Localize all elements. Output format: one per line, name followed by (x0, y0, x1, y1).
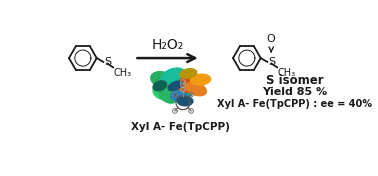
Ellipse shape (161, 68, 185, 84)
Ellipse shape (153, 78, 182, 100)
Ellipse shape (177, 75, 204, 92)
Text: Xyl A- Fe(TpCPP) : ee = 40%: Xyl A- Fe(TpCPP) : ee = 40% (217, 99, 372, 109)
Ellipse shape (191, 74, 211, 85)
Ellipse shape (174, 84, 192, 98)
Text: O: O (267, 34, 276, 44)
Ellipse shape (151, 72, 174, 88)
Text: Yield 85 %: Yield 85 % (262, 87, 327, 97)
Text: H₂O₂: H₂O₂ (152, 38, 184, 52)
Ellipse shape (186, 82, 206, 96)
Text: S: S (268, 57, 275, 67)
Text: CH₃: CH₃ (113, 68, 132, 78)
Text: S isomer: S isomer (266, 74, 324, 87)
Ellipse shape (180, 69, 197, 78)
Text: S: S (104, 57, 111, 67)
Ellipse shape (168, 81, 183, 91)
Ellipse shape (171, 91, 187, 102)
Text: CH₃: CH₃ (277, 68, 296, 78)
Ellipse shape (153, 81, 167, 91)
Text: Xyl A- Fe(TpCPP): Xyl A- Fe(TpCPP) (131, 122, 230, 132)
Ellipse shape (159, 90, 176, 103)
Ellipse shape (178, 97, 193, 106)
